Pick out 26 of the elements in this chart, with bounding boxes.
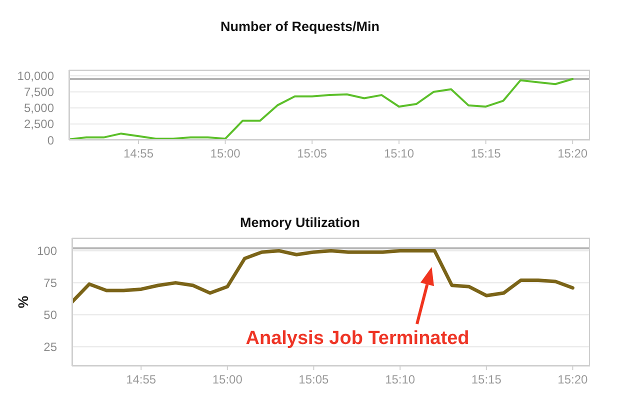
x-tick-label: 15:10 bbox=[385, 372, 416, 387]
annotation: Analysis Job Terminated bbox=[244, 328, 470, 350]
y-tick-label: 75 bbox=[44, 276, 58, 290]
x-tick-label: 15:20 bbox=[558, 146, 588, 161]
y-tick-label: 100 bbox=[36, 244, 58, 258]
x-tick-label: 15:00 bbox=[212, 372, 243, 387]
x-tick-label: 15:05 bbox=[297, 146, 328, 161]
x-tick-label: 15:20 bbox=[558, 372, 588, 387]
y-tick-label: 25 bbox=[44, 340, 58, 354]
y-tick-label: 0 bbox=[47, 133, 54, 148]
x-tick-label: 15:15 bbox=[471, 372, 502, 387]
y-tick-label: 50 bbox=[44, 308, 58, 322]
x-tick-label: 15:05 bbox=[298, 372, 330, 387]
x-tick-label: 14:55 bbox=[123, 146, 154, 161]
x-tick-label: 15:15 bbox=[470, 146, 502, 161]
chart-title: Number of Requests/Min bbox=[219, 18, 380, 36]
y-tick-label: 10,000 bbox=[17, 69, 54, 84]
line-series bbox=[72, 249, 574, 304]
y-axis-title: % bbox=[15, 295, 31, 308]
x-tick-label: 15:10 bbox=[384, 146, 414, 161]
chart-title: Memory Utilization bbox=[238, 214, 361, 232]
x-tick-label: 15:00 bbox=[210, 146, 241, 161]
y-tick-label: 5,000 bbox=[24, 101, 54, 116]
y-tick-label: 7,500 bbox=[24, 85, 54, 100]
y-tick-label: 2,500 bbox=[24, 117, 54, 132]
x-tick-label: 14:55 bbox=[126, 372, 156, 387]
